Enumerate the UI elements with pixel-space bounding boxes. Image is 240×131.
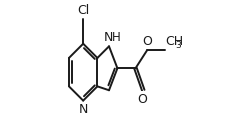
Text: O: O — [137, 93, 147, 106]
Text: N: N — [78, 103, 88, 116]
Text: 3: 3 — [175, 40, 181, 50]
Text: N: N — [104, 31, 113, 44]
Text: O: O — [142, 35, 152, 48]
Text: H: H — [112, 31, 120, 44]
Text: Cl: Cl — [77, 4, 89, 17]
Text: CH: CH — [165, 35, 183, 48]
